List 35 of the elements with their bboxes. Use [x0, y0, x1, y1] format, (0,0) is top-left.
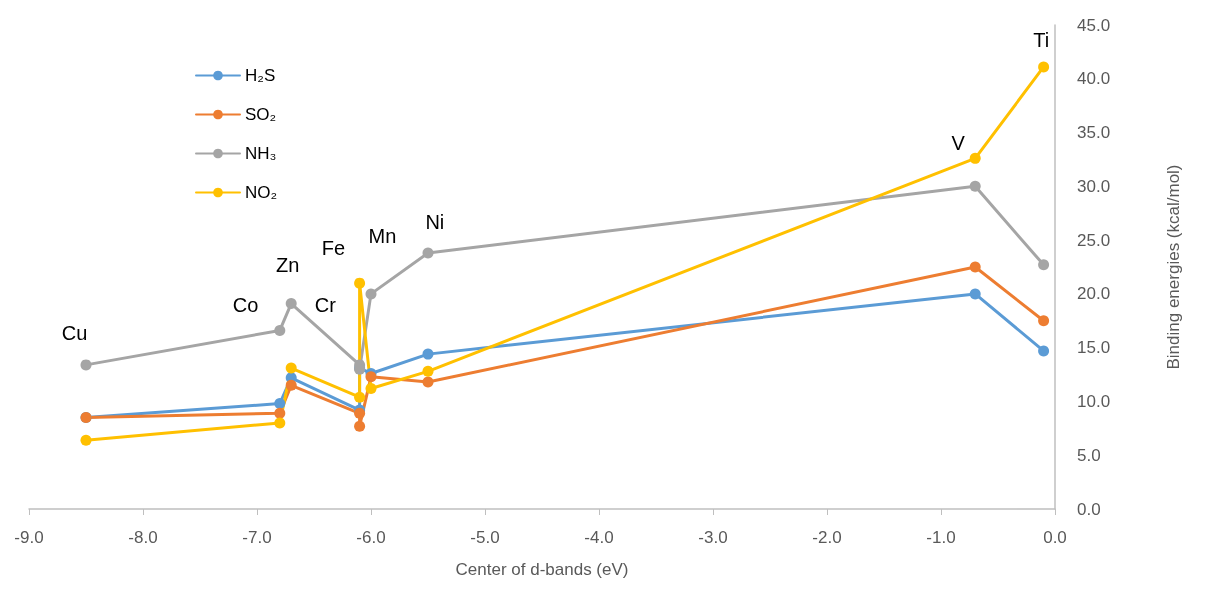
x-axis-title: Center of d-bands (eV) — [455, 560, 629, 579]
y-tick-label: 30.0 — [1077, 176, 1111, 196]
x-tick-label: -3.0 — [698, 528, 728, 547]
annotation: Mn — [368, 224, 397, 247]
annotation: Cu — [61, 321, 88, 344]
annotation: Fe — [321, 236, 346, 259]
x-tick-label: -2.0 — [812, 528, 842, 547]
annotation: Ni — [425, 210, 445, 233]
y-axis-title: Binding energies (kcal/mol) — [1164, 164, 1183, 370]
y-tick-label: 20.0 — [1077, 284, 1111, 304]
annotation: V — [951, 132, 966, 155]
x-tick-label: 0.0 — [1043, 528, 1067, 547]
x-tick-label: -8.0 — [128, 528, 158, 547]
legend-label: H₂S — [245, 66, 276, 85]
y-tick-label: 35.0 — [1077, 123, 1111, 143]
y-tick-label: 45.0 — [1077, 15, 1111, 35]
annotation: Co — [232, 293, 259, 316]
legend-label: SO₂ — [245, 105, 277, 124]
x-tick-label: -4.0 — [584, 528, 614, 547]
annotation: Zn — [276, 253, 300, 276]
x-tick-label: -1.0 — [926, 528, 956, 547]
annotation: Cr — [314, 293, 337, 316]
y-tick-label: 5.0 — [1077, 445, 1101, 465]
legend-label: NO₂ — [245, 183, 278, 202]
y-tick-label: 40.0 — [1077, 69, 1111, 89]
y-tick-label: 15.0 — [1077, 338, 1111, 358]
y-tick-label: 10.0 — [1077, 391, 1111, 411]
x-tick-label: -9.0 — [14, 528, 44, 547]
x-tick-label: -5.0 — [470, 528, 500, 547]
y-tick-label: 25.0 — [1077, 230, 1111, 250]
x-tick-label: -6.0 — [356, 528, 386, 547]
annotation: Ti — [1033, 29, 1050, 52]
y-tick-label: 0.0 — [1077, 499, 1101, 519]
x-tick-label: -7.0 — [242, 528, 272, 547]
legend-label: NH₃ — [245, 144, 277, 163]
